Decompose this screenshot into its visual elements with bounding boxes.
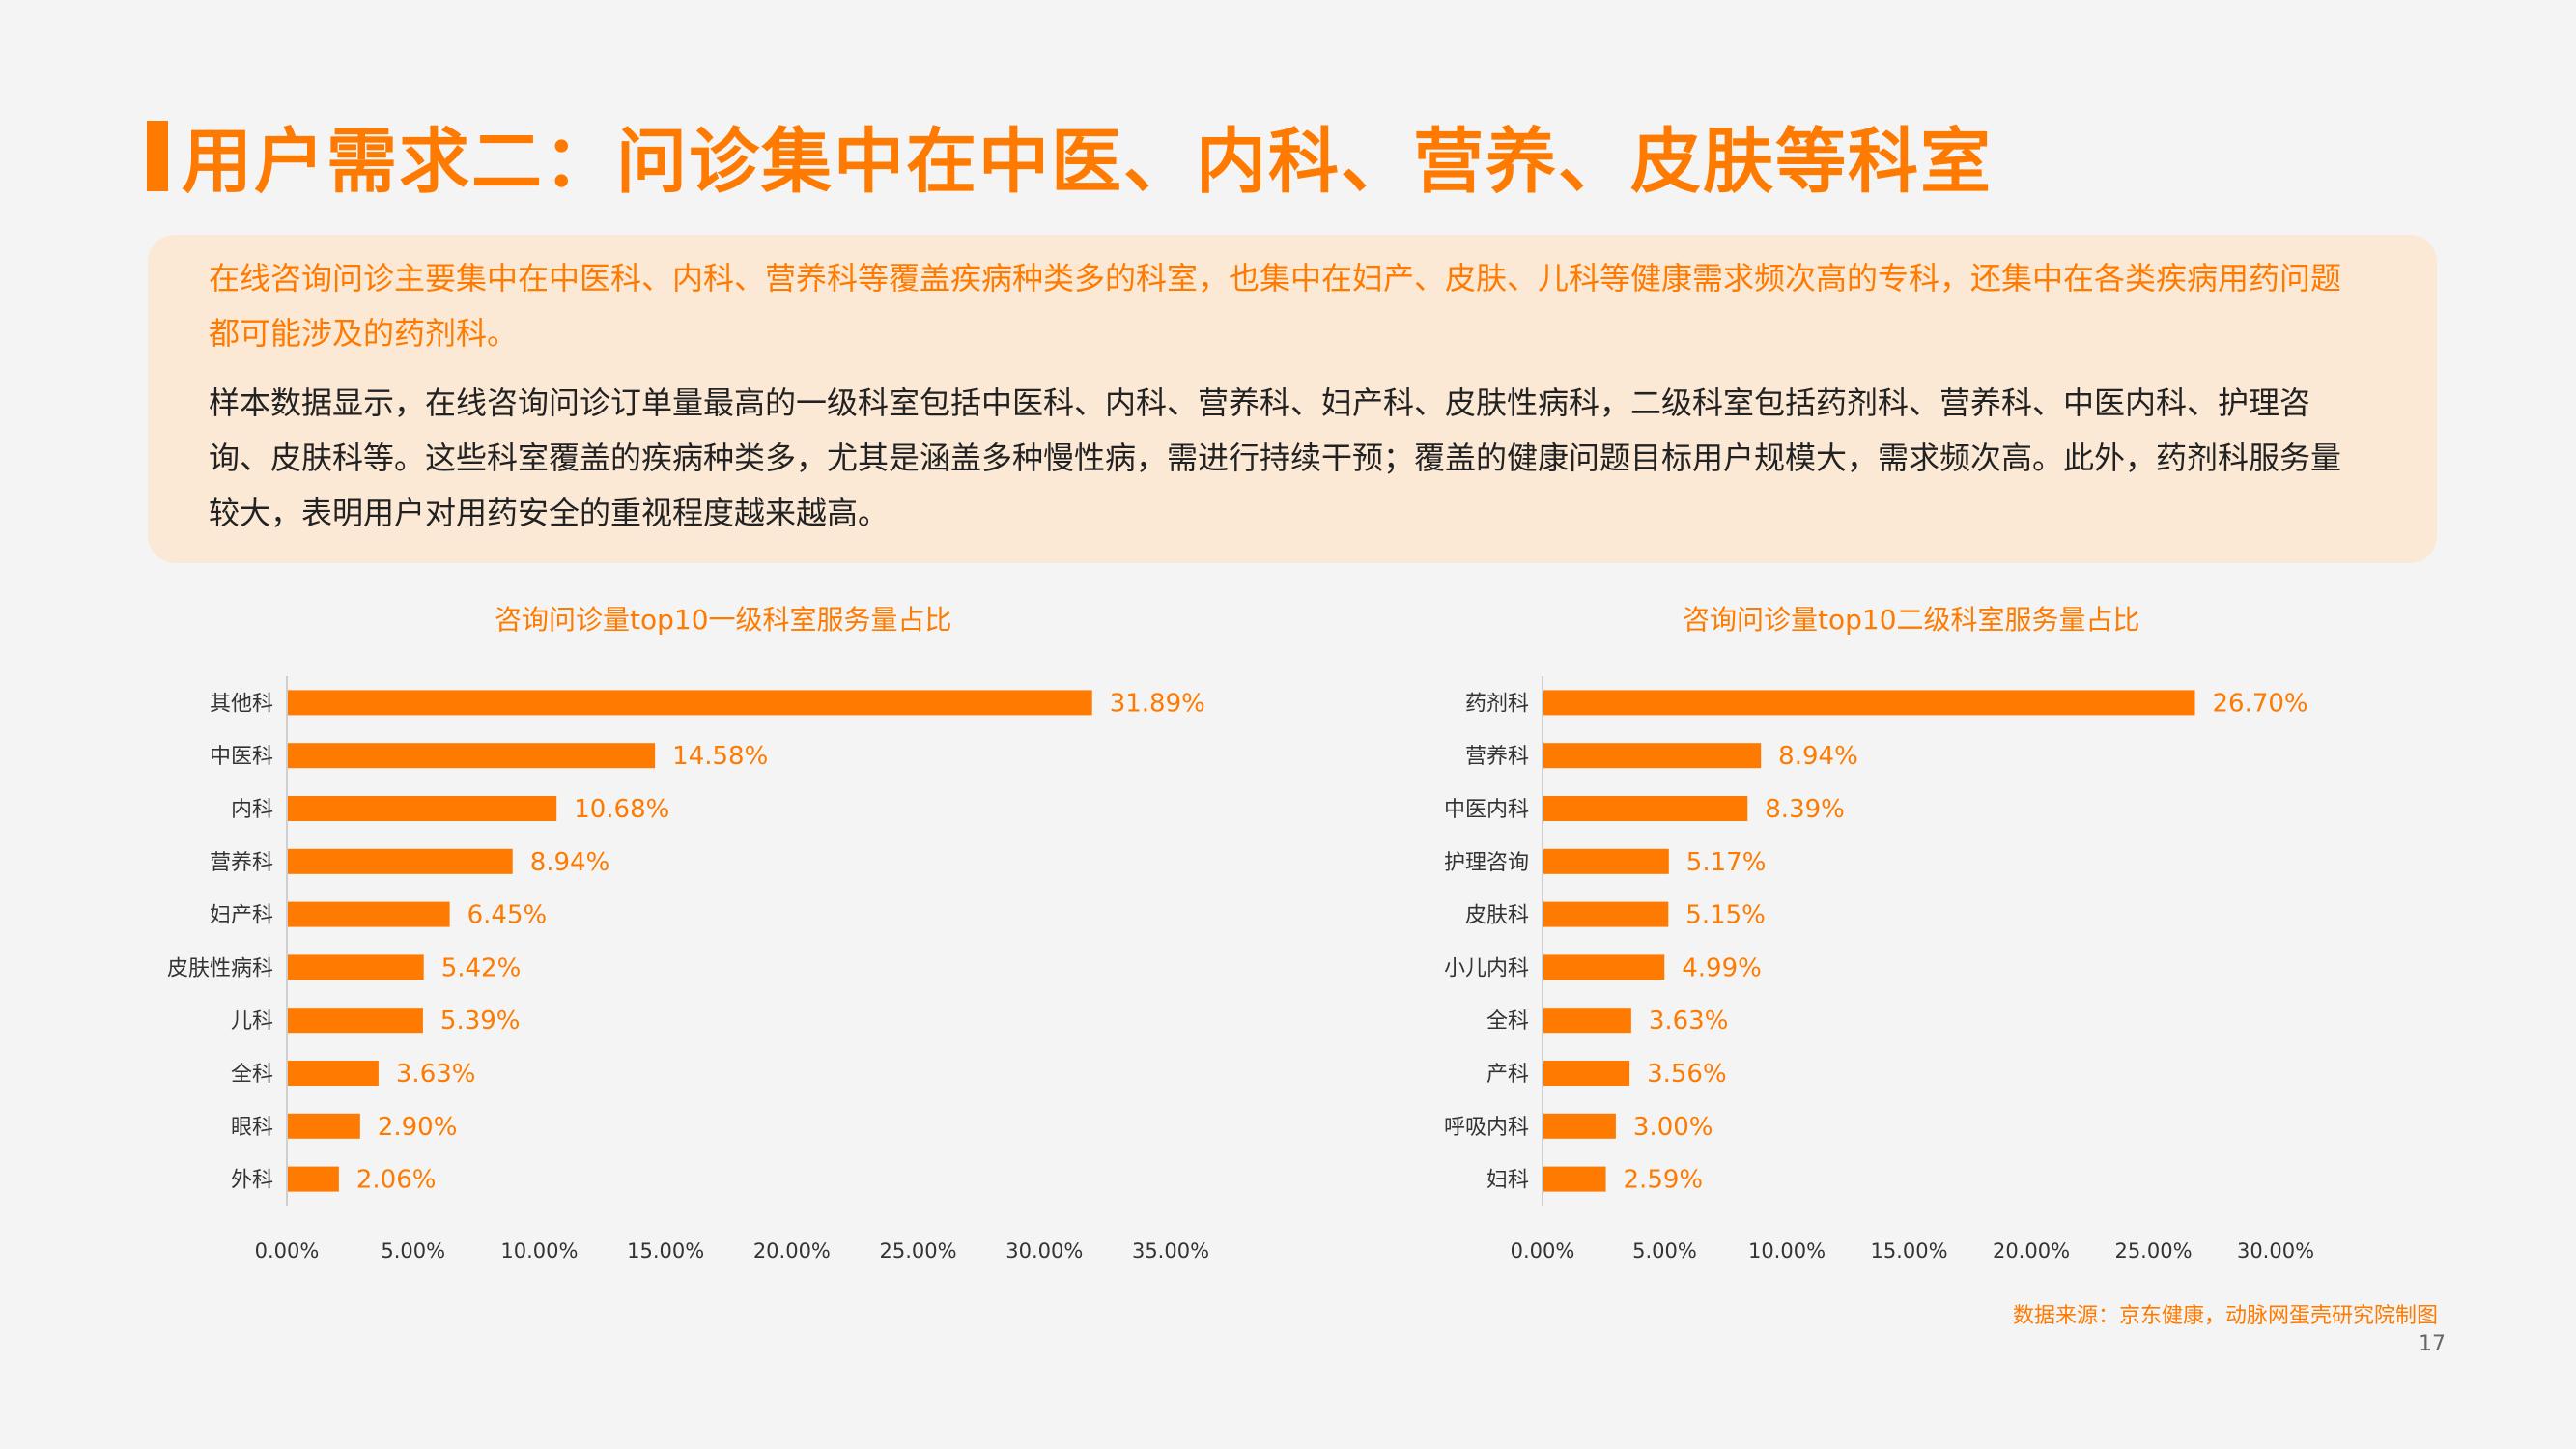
data-label: 3.56% <box>1647 1060 1727 1089</box>
bar <box>288 796 557 821</box>
bar <box>288 901 450 927</box>
data-label: 31.89% <box>1110 689 1205 718</box>
x-tick-label: 20.00% <box>1993 1239 2070 1263</box>
summary-box: 在线咨询问诊主要集中在中医科、内科、营养科等覆盖疾病种类多的科室，也集中在妇产、… <box>148 235 2437 563</box>
bar-chart-svg: 药剂科 26.70% 营养科 8.94% 中医内科 8.39% 护理咨询 5.17% 皮肤科 5.… <box>1444 676 2314 1263</box>
category-label: 中医科 <box>210 745 273 769</box>
bar <box>1543 1008 1631 1034</box>
chart-title: 咨询问诊量top10一级科室服务量占比 <box>495 604 952 636</box>
x-tick-label: 5.00% <box>1632 1239 1697 1263</box>
category-label: 营养科 <box>1465 745 1529 769</box>
bar <box>1543 1166 1606 1192</box>
summary-body-text: 样本数据显示，在线咨询问诊订单量最高的一级科室包括中医科、内科、营养科、妇产科、… <box>209 384 2342 531</box>
chart-title: 咨询问诊量top10二级科室服务量占比 <box>1683 604 2140 636</box>
data-label: 6.45% <box>467 901 548 930</box>
x-tick-label: 5.00% <box>381 1239 445 1263</box>
x-tick-label: 0.00% <box>1511 1239 1575 1263</box>
category-label: 皮肤科 <box>1465 904 1529 928</box>
x-tick-label: 30.00% <box>1005 1239 1083 1263</box>
category-label: 药剂科 <box>1465 692 1529 716</box>
title-accent-bar <box>147 121 168 191</box>
category-label: 皮肤性病科 <box>167 956 273 980</box>
category-label: 护理咨询 <box>1444 851 1529 875</box>
category-label: 中医内科 <box>1444 798 1529 822</box>
x-tick-label: 0.00% <box>255 1239 320 1263</box>
data-label: 4.99% <box>1682 953 1762 982</box>
x-tick-label: 20.00% <box>753 1239 831 1263</box>
data-label: 3.63% <box>1649 1007 1729 1036</box>
data-label: 2.06% <box>356 1166 437 1195</box>
data-source-note: 数据来源：京东健康，动脉网蛋壳研究院制图 <box>2012 1304 2438 1328</box>
data-label: 2.90% <box>378 1113 458 1142</box>
x-tick-label: 10.00% <box>1748 1239 1826 1263</box>
data-label: 5.15% <box>1685 901 1766 930</box>
bar <box>1543 901 1669 927</box>
bar <box>288 1113 360 1139</box>
bar <box>288 1008 423 1034</box>
data-label: 26.70% <box>2213 689 2308 718</box>
category-label: 营养科 <box>210 851 273 875</box>
x-tick-label: 15.00% <box>627 1239 704 1263</box>
page-number: 17 <box>2419 1332 2446 1356</box>
bar <box>1543 1113 1616 1139</box>
x-tick-label: 10.00% <box>500 1239 578 1263</box>
category-label: 外科 <box>231 1169 273 1193</box>
x-tick-label: 30.00% <box>2237 1239 2314 1263</box>
data-label: 3.63% <box>396 1060 476 1089</box>
data-label: 5.42% <box>441 953 522 982</box>
data-label: 5.17% <box>1686 848 1767 877</box>
data-label: 8.39% <box>1765 795 1845 824</box>
category-label: 妇产科 <box>210 904 273 928</box>
category-label: 产科 <box>1486 1063 1529 1087</box>
category-label: 内科 <box>231 798 273 822</box>
category-label: 妇科 <box>1486 1169 1529 1193</box>
bar <box>1543 796 1748 821</box>
bar <box>288 1166 339 1192</box>
x-tick-label: 35.00% <box>1132 1239 1209 1263</box>
bar <box>288 1061 379 1086</box>
bar <box>288 743 656 769</box>
summary-highlight-text: 在线咨询问诊主要集中在中医科、内科、营养科等覆盖疾病种类多的科室，也集中在妇产、… <box>209 260 2342 352</box>
category-label: 眼科 <box>231 1116 273 1140</box>
data-label: 5.39% <box>440 1007 521 1036</box>
data-label: 8.94% <box>530 848 610 877</box>
page-title: 用户需求二：问诊集中在中医、内科、营养、皮肤等科室 <box>182 121 1993 203</box>
data-label: 3.00% <box>1633 1113 1713 1142</box>
x-tick-label: 25.00% <box>880 1239 957 1263</box>
chart-level1-departments: 咨询问诊量top10一级科室服务量占比 其他科 31.89% 中医科 14.58% 内科… <box>0 589 1256 1265</box>
bar <box>288 954 424 980</box>
data-label: 8.94% <box>1778 742 1858 771</box>
x-tick-label: 25.00% <box>2114 1239 2192 1263</box>
category-label: 全科 <box>231 1063 273 1087</box>
category-label: 全科 <box>1486 1009 1529 1034</box>
category-label: 其他科 <box>210 692 273 716</box>
bar <box>1543 690 2195 716</box>
chart-level2-departments: 咨询问诊量top10二级科室服务量占比 药剂科 26.70% 营养科 8.94% 中医内… <box>1256 589 2511 1265</box>
data-label: 10.68% <box>574 795 669 824</box>
data-label: 14.58% <box>672 742 768 771</box>
bar-chart-svg: 其他科 31.89% 中医科 14.58% 内科 10.68% 营养科 8.94% 妇产科 6.4… <box>167 676 1209 1263</box>
bar <box>1543 954 1665 980</box>
category-label: 儿科 <box>231 1009 273 1034</box>
bar <box>1543 848 1669 874</box>
category-label: 呼吸内科 <box>1444 1116 1529 1140</box>
bar <box>1543 743 1762 769</box>
bar <box>1543 1061 1630 1086</box>
x-tick-label: 15.00% <box>1870 1239 1947 1263</box>
bar <box>288 690 1092 716</box>
category-label: 小儿内科 <box>1444 956 1529 980</box>
data-label: 2.59% <box>1624 1166 1704 1195</box>
bar <box>288 848 513 874</box>
